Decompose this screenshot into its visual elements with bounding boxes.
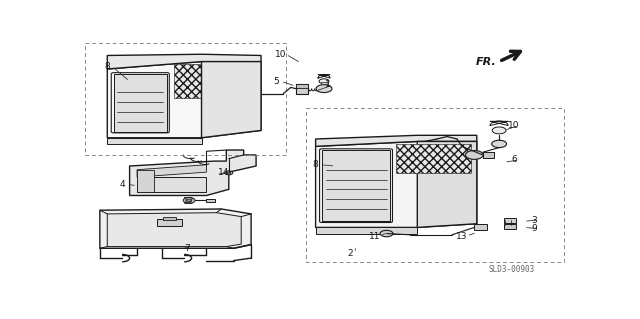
Polygon shape — [108, 62, 261, 138]
Bar — [396, 144, 471, 174]
Polygon shape — [202, 62, 261, 138]
Circle shape — [380, 230, 393, 237]
Bar — [296, 84, 308, 88]
Bar — [85, 43, 286, 155]
Text: 8: 8 — [104, 62, 110, 71]
Bar — [504, 224, 516, 229]
Polygon shape — [321, 83, 328, 84]
Circle shape — [319, 79, 329, 84]
Text: SLD3-00903: SLD3-00903 — [488, 265, 534, 274]
Polygon shape — [108, 138, 202, 144]
Polygon shape — [108, 54, 261, 69]
Bar — [306, 108, 564, 262]
Text: 6: 6 — [511, 155, 517, 164]
Text: 4: 4 — [119, 180, 125, 189]
Polygon shape — [129, 150, 256, 196]
Text: 12: 12 — [184, 197, 195, 206]
Text: 13: 13 — [456, 232, 468, 241]
Circle shape — [492, 140, 507, 148]
Circle shape — [227, 172, 231, 174]
Bar — [174, 64, 253, 99]
Bar — [157, 219, 182, 226]
Text: FR.: FR. — [476, 56, 497, 67]
Circle shape — [492, 127, 506, 134]
Text: 11: 11 — [369, 232, 381, 241]
Polygon shape — [316, 135, 477, 146]
Text: 10: 10 — [275, 50, 287, 59]
Circle shape — [225, 171, 233, 175]
Polygon shape — [316, 141, 477, 227]
Polygon shape — [137, 165, 207, 177]
Text: 3: 3 — [531, 216, 537, 225]
Polygon shape — [100, 209, 251, 248]
Bar — [137, 170, 154, 192]
Bar — [483, 152, 493, 158]
Text: 1: 1 — [325, 80, 331, 89]
Polygon shape — [316, 227, 417, 234]
Bar — [504, 218, 516, 223]
Text: 10: 10 — [508, 121, 520, 130]
Circle shape — [316, 85, 332, 93]
Bar — [163, 217, 176, 219]
Polygon shape — [114, 74, 167, 132]
Bar — [296, 84, 308, 93]
Polygon shape — [322, 150, 390, 221]
Circle shape — [183, 197, 195, 203]
Bar — [207, 199, 216, 202]
Text: 2: 2 — [348, 249, 353, 258]
Polygon shape — [417, 141, 477, 227]
Text: 14: 14 — [218, 168, 230, 177]
Text: 5: 5 — [273, 77, 279, 86]
Bar — [474, 224, 487, 230]
Text: 8: 8 — [313, 160, 319, 169]
Text: 7: 7 — [184, 244, 189, 253]
Circle shape — [187, 199, 191, 202]
Circle shape — [465, 151, 483, 160]
Text: 9: 9 — [531, 224, 537, 233]
Bar — [137, 177, 207, 192]
Polygon shape — [108, 213, 241, 247]
